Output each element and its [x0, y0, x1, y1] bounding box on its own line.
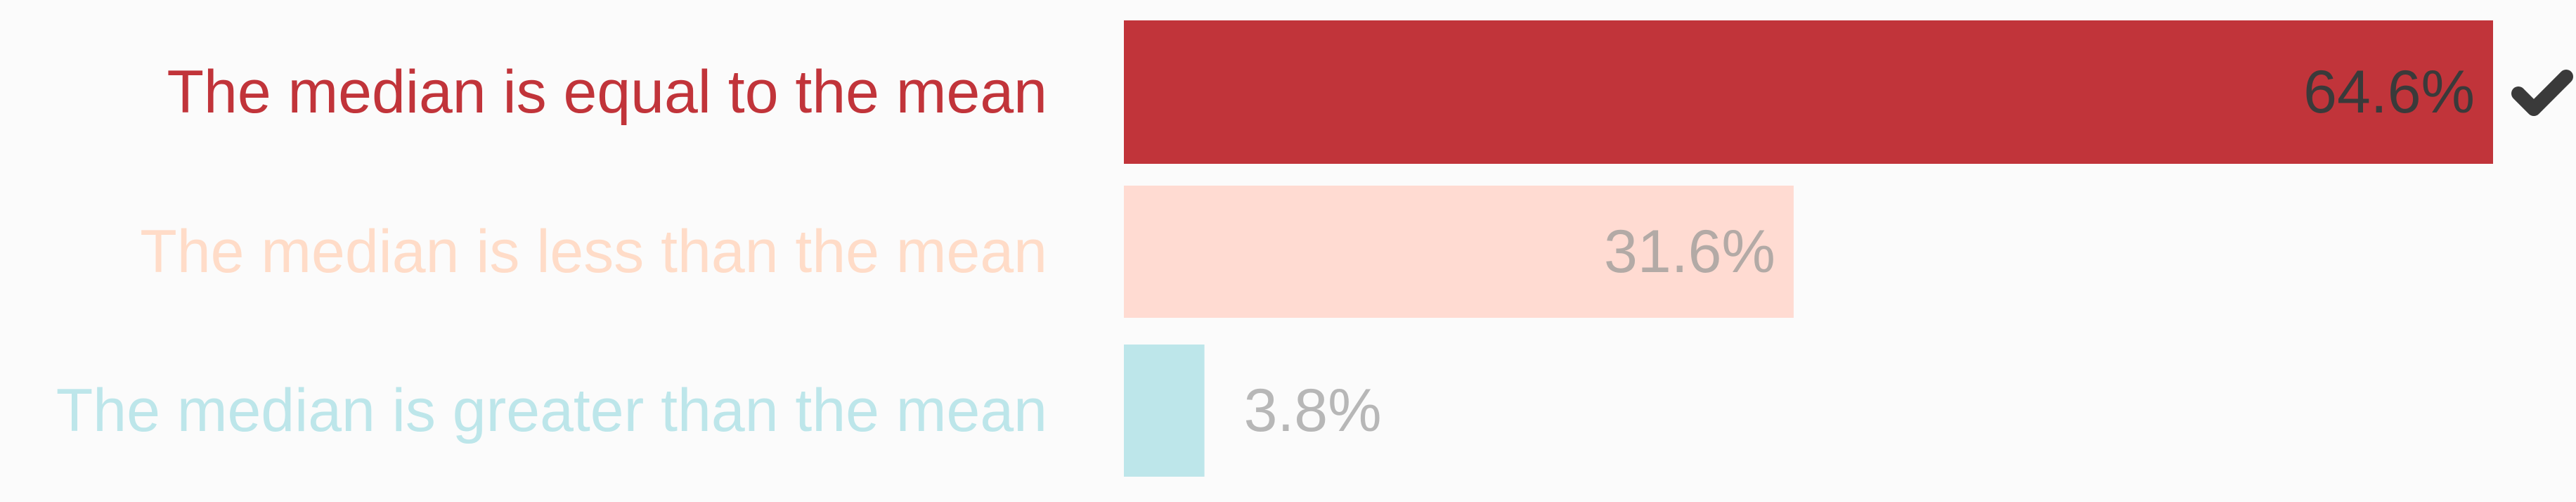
checkmark-icon — [2511, 70, 2573, 116]
category-label: The median is greater than the mean — [56, 377, 1047, 444]
percentage-label: 64.6% — [2303, 58, 2475, 126]
result-bar — [1124, 20, 2493, 164]
result-bar — [1124, 345, 1205, 477]
result-row: The median is less than the mean 31.6% — [140, 186, 1794, 318]
category-label: The median is equal to the mean — [167, 58, 1047, 126]
result-row: The median is greater than the mean 3.8% — [56, 345, 1382, 477]
result-row: The median is equal to the mean 64.6% — [167, 20, 2573, 164]
result-bar — [1124, 186, 1794, 318]
category-label: The median is less than the mean — [140, 218, 1047, 285]
percentage-label: 3.8% — [1244, 377, 1382, 444]
percentage-label: 31.6% — [1604, 218, 1775, 285]
